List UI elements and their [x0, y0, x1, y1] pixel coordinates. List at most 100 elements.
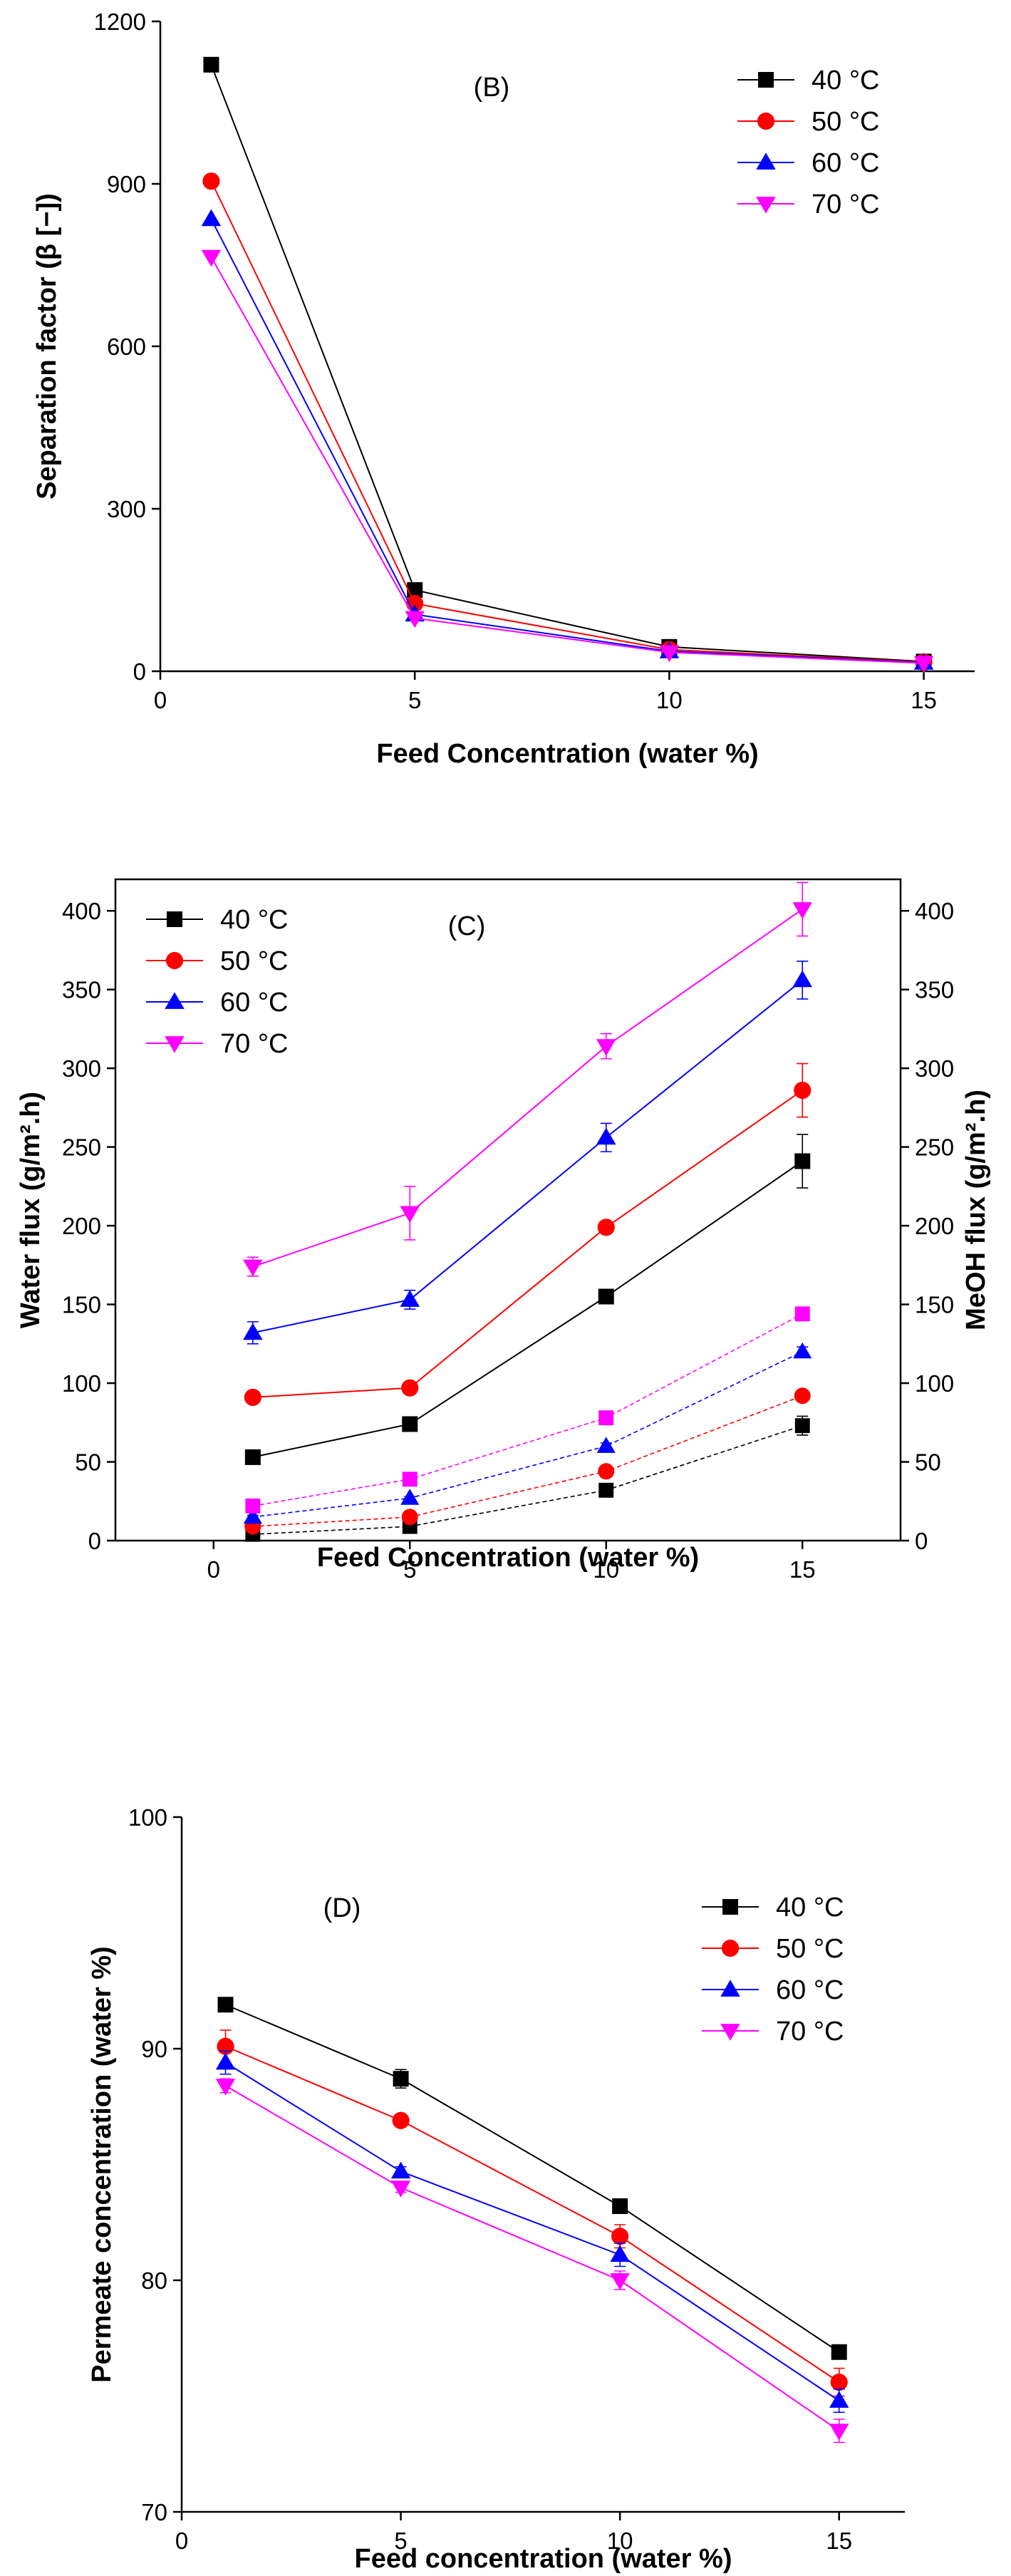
y-tick-label: 100 — [128, 1804, 167, 1831]
x-tick-label: 5 — [403, 1556, 416, 1583]
data-point — [201, 209, 222, 227]
data-point — [831, 2344, 847, 2360]
x-tick-label: 15 — [911, 687, 937, 713]
data-point — [202, 172, 220, 190]
data-point — [597, 1219, 615, 1236]
y-tick-label: 150 — [62, 1292, 101, 1318]
y-axis-title: Water flux (g/m².h) — [16, 1092, 46, 1328]
x-axis-title: Feed Concentration (water %) — [317, 1543, 699, 1573]
series-1 — [244, 1062, 812, 1407]
legend-marker — [756, 152, 776, 170]
series-3 — [215, 2078, 849, 2443]
legend-label: 50 °C — [220, 946, 288, 976]
meoh-series-line — [252, 1424, 803, 1535]
plot-frame — [114, 878, 902, 1542]
y-tick-label: 350 — [62, 977, 101, 1003]
data-point — [598, 1463, 615, 1480]
y-tick-label: 100 — [62, 1370, 101, 1397]
y-tick-label: 1200 — [94, 9, 146, 35]
y-tick-label: 600 — [107, 333, 146, 360]
data-point — [598, 1410, 614, 1426]
y-right-tick-label: 300 — [915, 1055, 954, 1082]
y-axis-title-right: MeOH flux (g/m².h) — [961, 1090, 991, 1330]
series-line — [210, 64, 924, 663]
x-tick-label: 0 — [207, 1556, 220, 1583]
data-point — [215, 2079, 236, 2096]
legend: 40 °C 50 °C 60 °C 70 °C — [737, 66, 879, 219]
y-tick-label: 900 — [107, 171, 146, 197]
legend-marker — [167, 911, 182, 927]
legend-marker — [722, 1899, 738, 1915]
series-line — [252, 1160, 803, 1458]
y-tick-label: 0 — [88, 1528, 101, 1554]
panel-label: (C) — [448, 911, 486, 941]
y-right-tick-label: 0 — [915, 1528, 928, 1554]
legend-label: 40 °C — [812, 66, 879, 95]
data-point — [829, 2424, 849, 2441]
meoh-series-line — [252, 1395, 803, 1527]
y-right-tick-label: 400 — [915, 898, 954, 924]
series-line — [225, 2045, 840, 2383]
y-tick-label: 0 — [133, 658, 146, 685]
series-line — [210, 180, 924, 663]
data-point — [794, 1418, 810, 1434]
series-0 — [217, 1997, 847, 2360]
data-point — [794, 1306, 810, 1322]
data-point — [400, 1290, 420, 1307]
meoh-series-1 — [244, 1387, 811, 1535]
y-tick-label: 90 — [141, 2036, 167, 2062]
x-tick-label: 10 — [656, 687, 683, 713]
y-tick-label: 200 — [62, 1213, 101, 1239]
legend: 40 °C 50 °C 60 °C 70 °C — [146, 905, 288, 1059]
data-point — [794, 1081, 812, 1100]
data-point — [392, 2111, 410, 2129]
legend-label: 40 °C — [776, 1893, 844, 1923]
data-point — [393, 2071, 409, 2087]
data-point — [243, 1507, 262, 1524]
data-point — [244, 1449, 261, 1465]
data-point — [400, 1206, 420, 1224]
data-point — [406, 594, 424, 613]
data-point — [611, 2228, 629, 2245]
x-tick-label: 0 — [175, 2528, 188, 2554]
data-point — [792, 902, 812, 919]
legend: 40 °C 50 °C 60 °C 70 °C — [702, 1893, 844, 2047]
data-point — [203, 56, 219, 73]
legend-marker — [721, 1939, 740, 1957]
data-point — [596, 1039, 616, 1056]
y-right-tick-label: 100 — [915, 1370, 954, 1397]
data-point — [612, 2198, 628, 2214]
chart-panel-b: 0 5 10 15 0 300 600 900 1200 Feed Concentration (… — [32, 9, 975, 769]
data-point — [793, 1342, 812, 1359]
panel-label: (D) — [323, 1893, 361, 1923]
y-tick-label: 80 — [141, 2267, 167, 2294]
series-3 — [243, 881, 812, 1277]
series-line — [210, 257, 924, 664]
series-3 — [201, 249, 934, 673]
series-2 — [201, 209, 934, 670]
data-point — [610, 2245, 630, 2262]
data-point — [405, 611, 425, 629]
y-right-tick-label: 150 — [915, 1292, 954, 1318]
legend-marker — [757, 112, 775, 130]
data-point — [596, 1127, 616, 1145]
data-point — [401, 1379, 419, 1397]
series-line — [225, 2085, 840, 2432]
meoh-series-3 — [245, 1306, 810, 1514]
legend-marker — [165, 1036, 185, 1053]
x-tick-label: 15 — [789, 1556, 816, 1583]
data-point — [402, 1471, 418, 1487]
data-point — [245, 1498, 261, 1514]
meoh-series-0 — [245, 1415, 810, 1542]
series-line — [252, 909, 803, 1268]
data-point — [596, 1437, 616, 1453]
legend-label: 70 °C — [776, 2017, 844, 2047]
legend-marker — [756, 197, 776, 214]
x-tick-label: 0 — [154, 687, 167, 713]
y-right-tick-label: 250 — [915, 1134, 954, 1161]
series-line — [210, 218, 924, 663]
series-0 — [244, 1134, 811, 1465]
panel-label: (B) — [474, 73, 510, 103]
